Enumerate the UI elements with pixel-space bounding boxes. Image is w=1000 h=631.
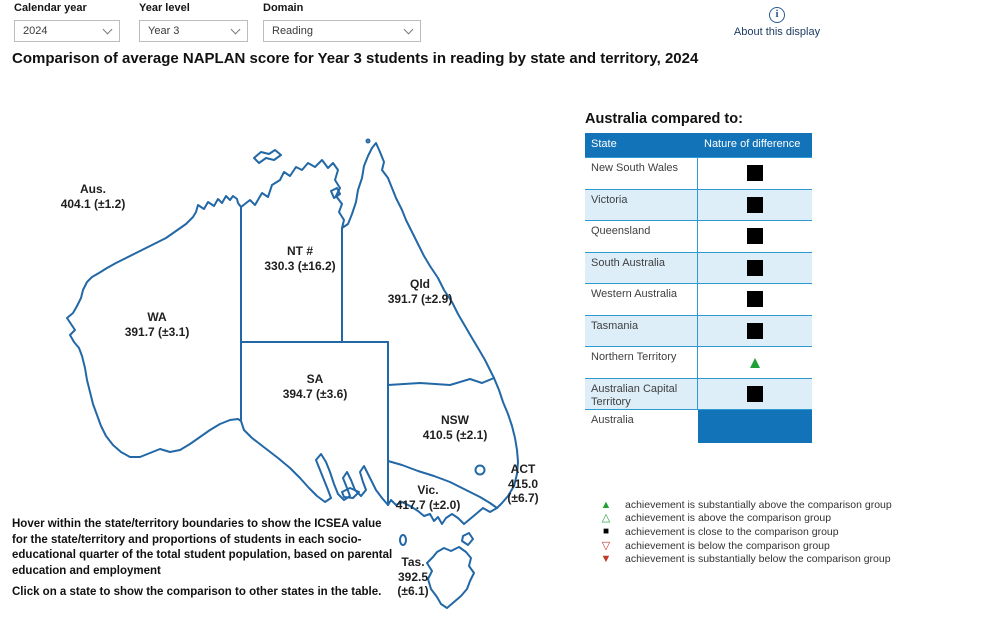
square-solid-icon: ■ <box>602 525 610 537</box>
map-label-aus: Aus. 404.1 (±1.2) <box>60 182 126 211</box>
map-label-act: ACT 415.0 (±6.7) <box>507 462 539 505</box>
hover-note: Hover within the state/territory boundar… <box>12 518 393 577</box>
state-name: Victoria <box>585 189 698 220</box>
table-row: Queensland <box>585 220 812 252</box>
kangaroo-island <box>341 487 360 499</box>
calendar-year-select[interactable]: 2024 <box>14 20 120 42</box>
comparison-heading: Australia compared to: <box>585 111 743 127</box>
map-label-wa: WA 391.7 (±3.1) <box>124 310 190 339</box>
legend-item: ■ achievement is close to the comparison… <box>596 525 892 539</box>
nature-symbol <box>698 284 812 315</box>
map-label-sa: SA 394.7 (±3.6) <box>282 372 348 401</box>
year-level-value: Year 3 <box>148 25 180 37</box>
legend-item: ▽ achievement is below the comparison gr… <box>596 539 892 553</box>
nature-symbol <box>698 347 812 378</box>
legend-item: ▼ achievement is substantially below the… <box>596 552 892 566</box>
nature-symbol <box>698 158 812 189</box>
tasmania-outline <box>426 546 475 609</box>
nature-symbol <box>698 190 812 221</box>
table-row: Australian Capital Territory <box>585 377 812 410</box>
comparison-table: State Nature of difference New South Wal… <box>585 133 812 443</box>
groote-island <box>330 187 341 199</box>
legend-item: △ achievement is above the comparison gr… <box>596 512 892 526</box>
qld-nsw-border <box>387 377 495 386</box>
triangle-up-hollow-icon: △ <box>601 512 611 525</box>
king-island <box>399 534 407 546</box>
legend-item: ▲ achievement is substantially above the… <box>596 498 892 512</box>
nature-symbol <box>698 221 812 252</box>
state-name: Australian Capital Territory <box>585 378 698 409</box>
filter-domain: Domain Reading <box>263 2 421 42</box>
domain-select[interactable]: Reading <box>263 20 421 42</box>
column-header-nature: Nature of difference <box>704 138 801 150</box>
table-row: Western Australia <box>585 283 812 315</box>
click-note: Click on a state to show the comparison … <box>12 586 382 598</box>
flinders-island <box>461 532 474 546</box>
map-label-nt: NT #330.3 (±16.2) <box>264 244 336 273</box>
state-name: Tasmania <box>585 315 698 346</box>
state-name: Australia <box>591 414 634 426</box>
state-name: Northern Territory <box>585 347 698 378</box>
melville-island <box>253 149 282 164</box>
table-row: Victoria <box>585 188 812 221</box>
nature-symbol <box>698 410 812 443</box>
year-level-label: Year level <box>139 2 190 14</box>
torres-island <box>365 138 371 144</box>
triangle-down-solid-icon: ▼ <box>600 553 612 566</box>
mainland-outline <box>66 142 519 525</box>
table-row: Australia <box>585 409 812 443</box>
triangle-down-hollow-icon: ▽ <box>601 539 611 552</box>
nature-symbol <box>698 316 812 347</box>
domain-value: Reading <box>272 25 313 37</box>
about-label: About this display <box>733 26 821 38</box>
table-row: Northern Territory <box>585 346 812 378</box>
table-row: Tasmania <box>585 314 812 347</box>
domain-label: Domain <box>263 2 304 14</box>
state-name: New South Wales <box>585 158 698 189</box>
year-level-select[interactable]: Year 3 <box>139 20 248 42</box>
nature-legend: ▲ achievement is substantially above the… <box>596 498 892 566</box>
table-header: State Nature of difference <box>585 133 812 157</box>
table-row: South Australia <box>585 251 812 284</box>
filter-year-level: Year level Year 3 <box>139 2 248 42</box>
page-title: Comparison of average NAPLAN score for Y… <box>12 50 699 67</box>
act-boundary <box>474 464 486 476</box>
info-icon[interactable]: i <box>769 7 785 23</box>
map-label-nsw: NSW 410.5 (±2.1) <box>422 413 488 442</box>
calendar-year-value: 2024 <box>23 25 48 37</box>
filter-calendar-year: Calendar year 2024 <box>14 2 120 42</box>
map-label-vic: Vic. 417.7 (±2.0) <box>395 483 461 512</box>
map-label-tas: Tas. 392.5 (±6.1) <box>397 555 429 598</box>
state-name: Western Australia <box>585 284 698 315</box>
map-label-qld: Qld 391.7 (±2.9) <box>387 277 453 306</box>
calendar-year-label: Calendar year <box>14 2 87 14</box>
column-header-state: State <box>591 138 617 150</box>
nsw-vic-border <box>387 460 498 509</box>
state-name: Queensland <box>585 221 698 252</box>
state-name: South Australia <box>585 252 698 283</box>
nature-symbol <box>698 379 812 410</box>
nature-symbol <box>698 253 812 284</box>
triangle-up-solid-icon: ▲ <box>600 498 612 511</box>
table-row: New South Wales <box>585 157 812 189</box>
about-this-display[interactable]: i About this display <box>722 4 832 38</box>
